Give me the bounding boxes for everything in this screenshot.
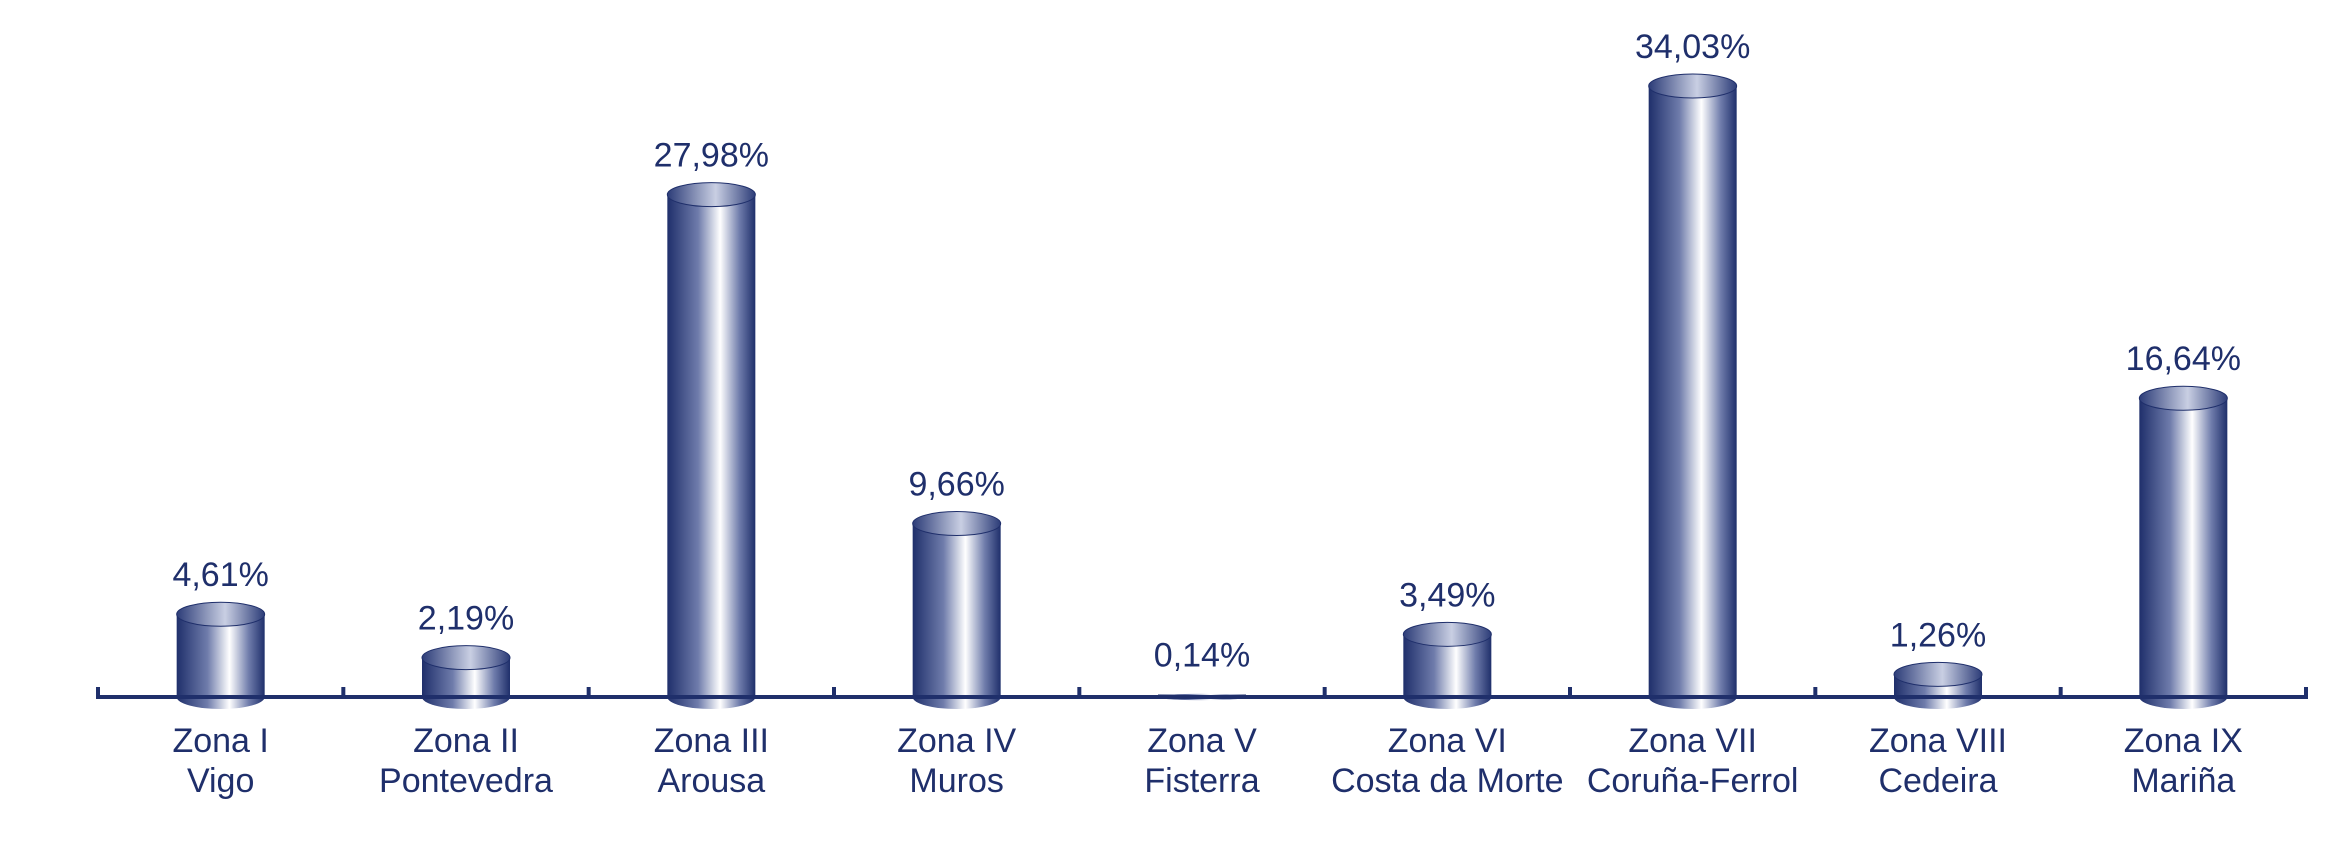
x-tick-label: Zona I [172, 722, 268, 760]
bar [176, 601, 266, 709]
bar [1648, 73, 1738, 709]
bar [1402, 621, 1492, 709]
bar [912, 511, 1002, 709]
bar-body [2139, 398, 2228, 697]
x-tick-label: Pontevedra [379, 762, 553, 800]
bars [176, 73, 2228, 709]
bar-cap [912, 511, 1002, 537]
x-tick-label: Zona III [654, 722, 769, 760]
bar-cap [1402, 621, 1492, 647]
x-tick-label: Mariña [2131, 762, 2235, 800]
data-label: 0,14% [1154, 636, 1250, 674]
x-tick-label: Zona IX [2124, 722, 2243, 760]
x-tick-label: Zona V [1147, 722, 1257, 760]
bar [421, 645, 511, 709]
x-axis [96, 687, 2308, 699]
x-tick-label: Zona II [413, 722, 519, 760]
data-label: 27,98% [654, 137, 769, 175]
data-label: 16,64% [2126, 340, 2241, 378]
x-tick-label: Cedeira [1878, 762, 1997, 800]
x-tick-label: Zona VIII [1869, 722, 2007, 760]
bar-cap [176, 601, 266, 627]
bar-body [912, 523, 1001, 697]
x-tick-label: Zona VI [1388, 722, 1507, 760]
x-tick-label: Zona VII [1628, 722, 1757, 760]
bar-body [176, 614, 265, 697]
bar [2138, 385, 2228, 709]
bar [666, 182, 756, 709]
data-label: 3,49% [1399, 576, 1495, 614]
data-label: 1,26% [1890, 616, 1986, 654]
x-tick-label: Vigo [187, 762, 254, 800]
bar-body [1648, 86, 1737, 697]
x-tick-label: Fisterra [1144, 762, 1259, 800]
bar [1893, 661, 1983, 709]
data-label: 2,19% [418, 600, 514, 638]
bar-cap [1893, 661, 1983, 687]
x-tick-label: Coruña-Ferrol [1587, 762, 1799, 800]
x-tick-label: Zona IV [897, 722, 1016, 760]
bar-body [667, 194, 756, 697]
bar-cap [2138, 385, 2228, 411]
data-label: 4,61% [172, 556, 268, 594]
data-label: 34,03% [1635, 28, 1750, 66]
bar-cap [421, 645, 511, 671]
data-label: 9,66% [908, 466, 1004, 504]
bar-cap [1648, 73, 1738, 99]
bar-cap [666, 182, 756, 208]
x-tick-label: Muros [909, 762, 1003, 800]
x-tick-label: Arousa [657, 762, 765, 800]
x-tick-label: Costa da Morte [1331, 762, 1563, 800]
